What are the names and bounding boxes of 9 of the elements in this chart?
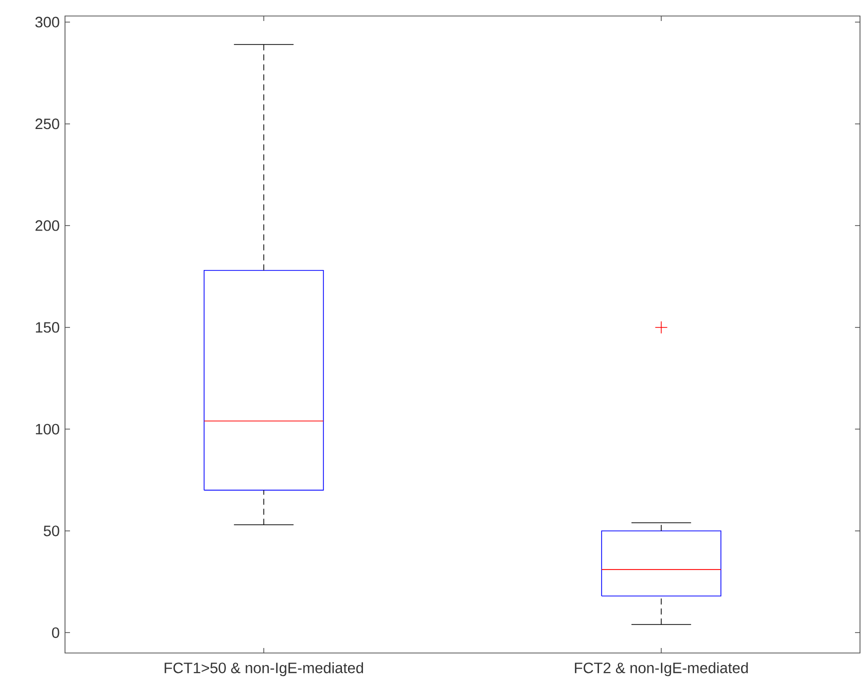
y-tick-label: 150 xyxy=(36,322,60,333)
y-tick-label: 100 xyxy=(36,424,60,434)
y-tick-label: 0 xyxy=(52,627,60,638)
x-tick-label: FCT2 & non-IgE-mediated xyxy=(574,662,748,676)
y-tick-label: 300 xyxy=(35,16,60,28)
x-tick-label: FCT1>50 & non-IgE-mediated xyxy=(164,662,364,676)
y-tick-label: 200 xyxy=(36,220,60,231)
y-tick-label: 50 xyxy=(44,526,60,536)
y-tick-label: 250 xyxy=(36,118,60,130)
